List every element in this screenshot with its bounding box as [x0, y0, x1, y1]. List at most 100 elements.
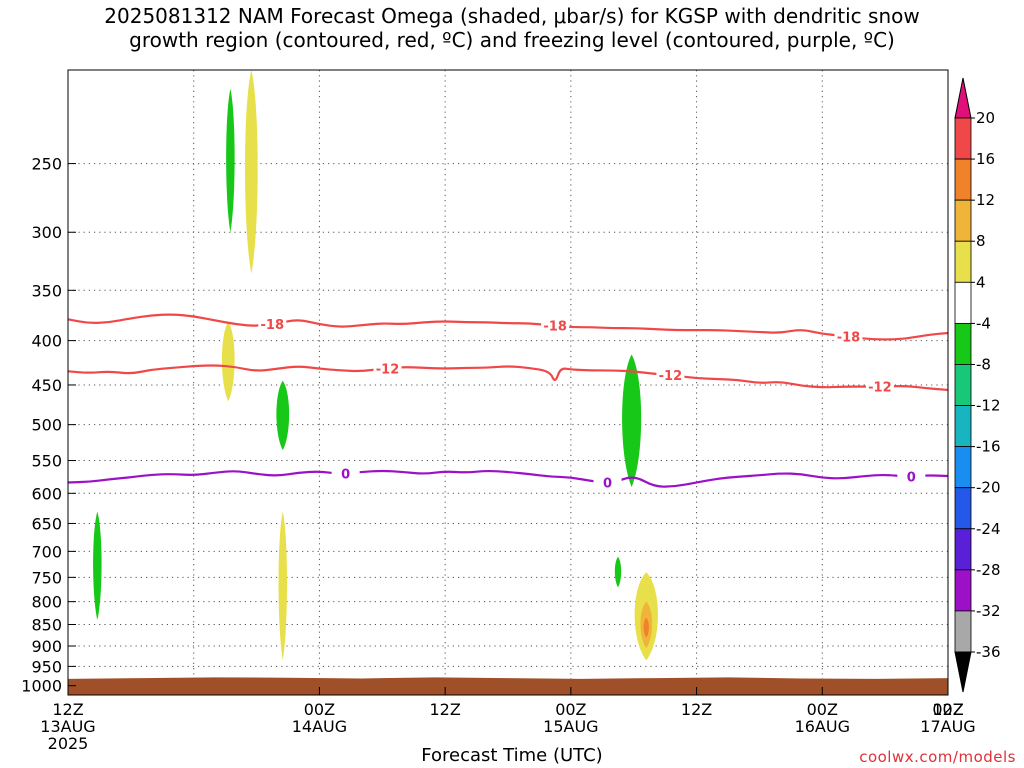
plot-frame	[67, 69, 949, 696]
contour-label: -18	[261, 318, 285, 333]
colorbar-label: 4	[976, 273, 986, 291]
contour-label: 0	[603, 477, 612, 492]
x-axis-label: Forecast Time (UTC)	[421, 745, 603, 766]
colorbar-block	[954, 364, 972, 406]
y-tick-label: 700	[31, 542, 62, 561]
colorbar-label: 20	[976, 109, 995, 127]
contour-label-bg	[897, 468, 926, 485]
colorbar-label: -28	[976, 561, 1001, 579]
y-tick-label: 750	[31, 568, 62, 587]
plot-border	[67, 69, 949, 696]
y-tick-label: 950	[31, 657, 62, 676]
contour-line	[67, 469, 949, 488]
contour-label-bg	[593, 474, 622, 491]
colorbar-block	[954, 117, 972, 160]
y-tick-label: 850	[31, 615, 62, 634]
y-tick-label: 300	[31, 223, 62, 242]
contour-label-bg	[865, 378, 894, 395]
colorbar-label: -32	[976, 602, 1001, 620]
colorbar-block	[954, 199, 972, 242]
x-tick-label: 12Z	[52, 700, 83, 719]
contour-label: -12	[376, 362, 400, 377]
ground-fill	[68, 677, 948, 695]
contour-label-bg	[541, 317, 570, 334]
omega-area	[93, 511, 102, 621]
y-tick-label: 1000	[21, 677, 62, 696]
y-tick-label: 650	[31, 514, 62, 533]
x-tick-label: 12Z	[932, 700, 963, 719]
contour-label: 0	[341, 467, 350, 482]
contour-line	[67, 313, 949, 341]
omega-area	[278, 511, 288, 661]
x-tick-label: 14AUG	[292, 717, 347, 736]
contour-label: -12	[659, 369, 683, 384]
x-tick-label: 12Z	[429, 700, 460, 719]
x-tick-label: 17AUG	[920, 717, 975, 736]
x-tick-label: 13AUG	[40, 717, 95, 736]
chart-title: 2025081312 NAM Forecast Omega (shaded, μ…	[104, 4, 920, 52]
contour-label: -12	[868, 381, 892, 396]
y-tick-label: 500	[31, 416, 62, 435]
colorbar-label: -20	[976, 479, 1001, 497]
colorbar-label: -36	[976, 643, 1001, 661]
x-tick-label: 12Z	[681, 700, 712, 719]
x-tick-label: 00Z	[304, 700, 335, 719]
omega-area	[643, 617, 649, 638]
x-tick-label: 00Z	[807, 700, 838, 719]
colorbar-label: -8	[976, 355, 991, 373]
contour-label-bg	[373, 360, 402, 377]
colorbar-block	[954, 240, 972, 283]
y-tick-label: 900	[31, 637, 62, 656]
x-tick-label: 16AUG	[795, 717, 850, 736]
colorbar-block	[954, 158, 972, 201]
omega-area	[226, 88, 235, 233]
y-tick-label: 250	[31, 155, 62, 174]
omega-area	[244, 70, 258, 274]
y-tick-label: 800	[31, 593, 62, 612]
omega-area	[614, 556, 622, 588]
contour-label: 0	[907, 470, 916, 485]
colorbar-block	[954, 569, 972, 612]
contour-label-bg	[834, 328, 863, 345]
x-tick-label: 15AUG	[543, 717, 598, 736]
colorbar-block	[954, 446, 972, 489]
colorbar-label: -24	[976, 520, 1001, 538]
contour-label-bg	[331, 465, 360, 482]
omega-shading	[93, 70, 658, 661]
omega-area	[221, 321, 235, 402]
grid-lines	[68, 70, 948, 695]
omega-area	[622, 354, 642, 487]
ground-layer	[68, 677, 948, 695]
colorbar: 20 16 12 8 4 -4 -8 -12 -16 -20 -24 -28 -32 -36	[954, 77, 1001, 693]
colorbar-block	[954, 322, 972, 365]
colorbar-bottom-arrow	[954, 651, 972, 693]
y-axis: 250 300 350 400 450 500 550 600 650 700 750 800 850 9…	[21, 155, 76, 696]
omega-area	[276, 380, 290, 451]
colorbar-label: -16	[976, 438, 1001, 456]
x-tick-label: 2025	[48, 734, 89, 753]
y-tick-label: 550	[31, 452, 62, 471]
plot-area	[68, 70, 948, 695]
colorbar-label: -4	[976, 314, 991, 332]
colorbar-block	[954, 528, 972, 571]
x-tick-label: 00Z	[555, 700, 586, 719]
contour-label-bg	[258, 315, 287, 332]
colorbar-block	[954, 487, 972, 530]
contour-label: -18	[837, 331, 861, 346]
credit-text: coolwx.com/models	[859, 748, 1016, 766]
temperature-contours: -18 -18 -18 -12 -12 -12 0 0 0	[67, 313, 949, 492]
x-tick-label: 00Z	[932, 700, 963, 719]
y-tick-label: 600	[31, 484, 62, 503]
y-tick-label: 450	[31, 376, 62, 395]
colorbar-label: 16	[976, 150, 995, 168]
colorbar-label: 12	[976, 191, 995, 209]
y-tick-label: 350	[31, 281, 62, 300]
colorbar-label: 8	[976, 232, 986, 250]
colorbar-block	[954, 610, 972, 653]
contour-label: -18	[543, 320, 567, 335]
colorbar-label: -12	[976, 397, 1001, 415]
contour-line	[67, 364, 949, 392]
plot-background	[68, 70, 948, 695]
